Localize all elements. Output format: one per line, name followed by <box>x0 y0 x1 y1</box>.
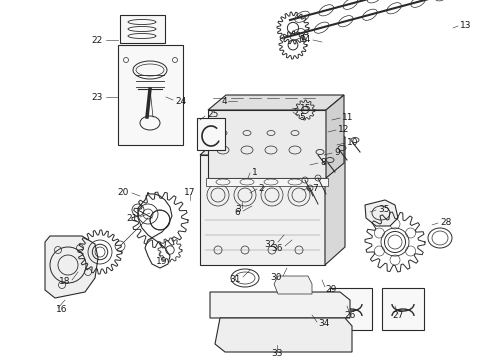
Bar <box>118 45 183 145</box>
Text: 1: 1 <box>252 167 258 176</box>
Polygon shape <box>200 137 345 155</box>
Text: 12: 12 <box>338 125 349 134</box>
Text: 31: 31 <box>229 274 241 284</box>
Text: 32: 32 <box>265 239 276 248</box>
Polygon shape <box>326 95 344 178</box>
Polygon shape <box>208 110 326 178</box>
Text: 5: 5 <box>299 113 305 122</box>
Text: 33: 33 <box>271 350 283 359</box>
Text: 3: 3 <box>235 204 241 213</box>
Text: 15: 15 <box>300 104 312 113</box>
Text: 18: 18 <box>58 278 70 287</box>
Text: 16: 16 <box>56 306 68 315</box>
Text: 34: 34 <box>318 320 329 328</box>
Text: 28: 28 <box>440 217 451 226</box>
Text: 10: 10 <box>347 138 359 147</box>
Polygon shape <box>274 276 312 294</box>
Text: 14: 14 <box>299 35 311 44</box>
Polygon shape <box>215 318 352 352</box>
Text: 7: 7 <box>312 184 318 193</box>
Text: 22: 22 <box>92 36 103 45</box>
Text: 13: 13 <box>460 21 471 30</box>
Text: 30: 30 <box>270 274 282 283</box>
Polygon shape <box>45 236 98 298</box>
Text: 17: 17 <box>184 188 196 197</box>
Bar <box>330 288 372 330</box>
Text: 35: 35 <box>378 204 390 213</box>
Text: 24: 24 <box>175 96 186 105</box>
Polygon shape <box>200 155 325 265</box>
Text: 19: 19 <box>156 257 168 266</box>
Polygon shape <box>208 95 344 110</box>
Text: 29: 29 <box>325 284 336 293</box>
Text: 2: 2 <box>258 184 264 193</box>
Polygon shape <box>206 178 328 186</box>
Text: 26: 26 <box>344 311 356 320</box>
Text: 23: 23 <box>92 93 103 102</box>
Polygon shape <box>365 200 398 226</box>
Text: 27: 27 <box>392 311 404 320</box>
Text: 4: 4 <box>221 96 227 105</box>
Bar <box>120 15 165 43</box>
Text: 11: 11 <box>342 113 353 122</box>
Text: 8: 8 <box>320 158 326 166</box>
Text: 21: 21 <box>126 213 138 222</box>
Bar <box>382 288 424 330</box>
Polygon shape <box>210 292 350 318</box>
Text: 9: 9 <box>334 148 340 157</box>
Text: 6: 6 <box>234 207 240 216</box>
Text: 25: 25 <box>207 109 219 118</box>
Bar <box>197 118 225 150</box>
Text: 20: 20 <box>118 188 129 197</box>
Polygon shape <box>325 137 345 265</box>
Text: 36: 36 <box>271 243 283 252</box>
